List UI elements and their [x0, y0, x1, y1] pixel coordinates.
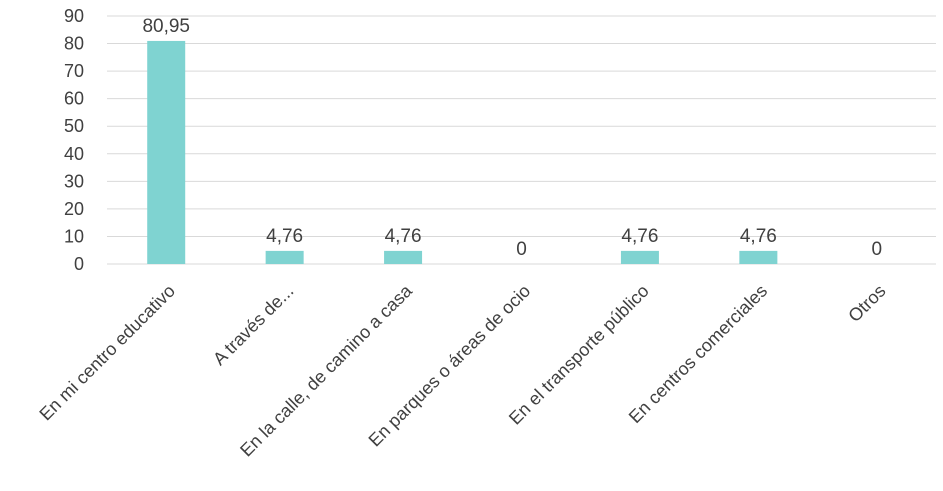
category-labels: En mi centro educativo A través de...En l…: [35, 280, 889, 460]
bar: [265, 250, 304, 264]
y-tick-label: 20: [64, 199, 84, 219]
x-category-label: Otros: [844, 281, 889, 326]
data-label: 4,76: [266, 226, 303, 247]
x-category-label: En centros comerciales: [625, 281, 771, 427]
data-label: 80,95: [142, 16, 190, 37]
bar: [739, 250, 778, 264]
x-category-label: En mi centro educativo: [35, 281, 179, 425]
y-tick-label: 70: [64, 61, 84, 81]
y-tick-label: 30: [64, 171, 84, 191]
y-tick-label: 0: [74, 254, 84, 274]
bar: [147, 40, 186, 265]
y-tick-label: 50: [64, 116, 84, 136]
x-category-label: A través de...: [209, 281, 297, 369]
data-label: 0: [871, 239, 882, 260]
bar: [384, 250, 423, 264]
data-label: 4,76: [740, 226, 777, 247]
data-label: 4,76: [621, 226, 658, 247]
y-tick-label: 90: [64, 6, 84, 26]
y-tick-label: 60: [64, 89, 84, 109]
data-labels: 80,95 4,76 4,76 0 4,76 4,76 0: [142, 16, 882, 260]
y-tick-label: 10: [64, 226, 84, 246]
bars: [147, 40, 778, 265]
y-tick-label: 80: [64, 34, 84, 54]
data-label: 4,76: [385, 226, 422, 247]
y-axis-ticks: 0 10 20 30 40 50 60 70 80 90: [64, 6, 84, 274]
data-label: 0: [516, 239, 527, 260]
gridlines: [107, 15, 936, 265]
y-tick-label: 40: [64, 144, 84, 164]
bar: [620, 250, 659, 264]
